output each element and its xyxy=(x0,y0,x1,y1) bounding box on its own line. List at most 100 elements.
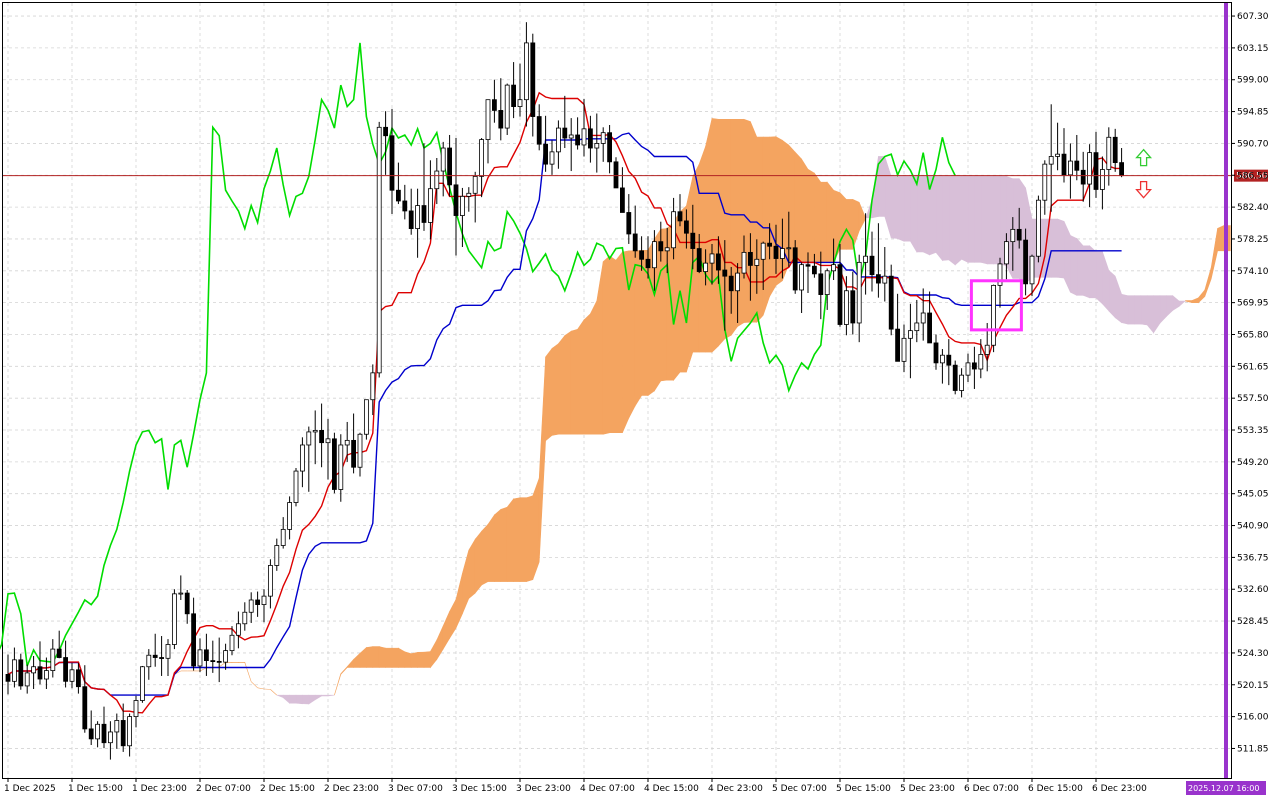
candle-body xyxy=(473,176,477,193)
kumo-segment-bearish xyxy=(994,176,1000,263)
candle-body xyxy=(339,445,343,490)
time-tick-label: 2 Dec 07:00 xyxy=(196,784,251,794)
kumo-segment-bullish xyxy=(725,119,731,338)
price-tick-label: 590.70 xyxy=(1237,139,1269,149)
candle-body xyxy=(1036,200,1040,256)
candle-body xyxy=(729,276,733,291)
kumo-segment-bullish xyxy=(520,498,526,582)
candle-body xyxy=(678,212,682,221)
candle-body xyxy=(864,256,868,262)
candle-body xyxy=(512,85,516,106)
time-tick-label: 3 Dec 23:00 xyxy=(516,784,571,794)
kumo-segment-bullish xyxy=(526,496,532,582)
kumo-segment-bullish xyxy=(808,169,814,262)
kumo-segment-bullish xyxy=(558,336,564,435)
kumo-segment-bearish xyxy=(898,176,904,241)
kumo-segment-bullish xyxy=(398,648,404,667)
kumo-segment-bullish xyxy=(821,182,827,262)
kumo-segment-bearish xyxy=(1128,296,1134,324)
price-tick-label: 528.45 xyxy=(1237,617,1269,627)
time-tick-label: 6 Dec 07:00 xyxy=(964,784,1019,794)
candle-body xyxy=(1120,163,1124,176)
kumo-segment-bullish xyxy=(533,478,539,579)
candle-body xyxy=(428,189,432,223)
candle-body xyxy=(185,593,189,614)
candle-body xyxy=(32,667,36,673)
kumo-segment-bullish xyxy=(578,320,584,434)
candle-body xyxy=(307,432,311,445)
candle-body xyxy=(518,100,522,107)
kumo-segment-bullish xyxy=(501,507,507,581)
candle-body xyxy=(928,313,932,343)
kumo-segment-bearish xyxy=(290,695,296,703)
candle-body xyxy=(524,43,528,100)
candle-body xyxy=(1075,161,1079,170)
candle-body xyxy=(723,270,727,276)
candle-body xyxy=(1056,154,1060,156)
candle-body xyxy=(665,248,669,251)
candle-body xyxy=(691,233,695,248)
candle-body xyxy=(332,439,336,490)
candle-body xyxy=(563,128,567,138)
candle-body xyxy=(454,185,458,216)
candle-body xyxy=(755,259,759,265)
candle-body xyxy=(569,135,573,138)
candle-body xyxy=(108,732,112,743)
candle-body xyxy=(876,275,880,283)
candle-body xyxy=(601,133,605,144)
candle-body xyxy=(908,331,912,339)
kumo-segment-bullish xyxy=(411,652,417,667)
kumo-segment-bullish xyxy=(379,647,385,668)
candle-body xyxy=(1107,137,1111,169)
candle-body xyxy=(697,249,701,272)
kumo-segment-bullish xyxy=(584,314,590,434)
candle-body xyxy=(153,655,157,657)
kumo-segment-bearish xyxy=(949,176,955,264)
price-tick-label: 574.10 xyxy=(1237,267,1269,277)
time-tick-label: 1 Dec 15:00 xyxy=(68,784,123,794)
time-tick-label: 5 Dec 23:00 xyxy=(900,784,955,794)
candle-body xyxy=(582,129,586,145)
candle-body xyxy=(985,345,989,354)
price-tick-label: 557.50 xyxy=(1237,394,1269,404)
candle-body xyxy=(384,127,388,135)
kumo-segment-bearish xyxy=(1083,246,1089,298)
candle-body xyxy=(281,529,285,545)
kumo-segment-bullish xyxy=(424,652,430,668)
candle-body xyxy=(345,440,349,445)
kumo-segment-bearish xyxy=(1077,239,1083,296)
kumo-segment-bullish xyxy=(373,647,379,668)
candle-body xyxy=(934,343,938,363)
candle-body xyxy=(121,720,125,745)
kumo-segment-bullish xyxy=(776,137,782,286)
kumo-segment-bullish xyxy=(386,648,392,667)
kumo-segment-bullish xyxy=(622,251,628,433)
candle-body xyxy=(870,256,874,274)
candle-body xyxy=(979,354,983,369)
kumo-segment-bullish xyxy=(731,119,737,335)
candle-body xyxy=(249,600,253,612)
kumo-segment-bearish xyxy=(1058,219,1064,278)
candle-body xyxy=(435,171,439,189)
candle-body xyxy=(1004,242,1008,264)
candle-body xyxy=(243,612,247,624)
candle-body xyxy=(358,434,362,467)
candle-body xyxy=(198,650,202,666)
kumo-segment-bearish xyxy=(936,176,942,260)
candle-body xyxy=(115,720,119,732)
kumo-segment-bullish xyxy=(507,499,513,582)
kumo-segment-bearish xyxy=(302,695,308,704)
kumo-segment-bullish xyxy=(488,515,494,582)
kumo-segment-bearish xyxy=(891,176,897,238)
time-tick-label: 4 Dec 07:00 xyxy=(580,784,635,794)
candle-body xyxy=(1113,137,1117,162)
price-tick-label: 520.15 xyxy=(1237,681,1269,691)
kumo-segment-bullish xyxy=(603,256,609,434)
price-tick-label: 586.55 xyxy=(1237,171,1269,181)
candle-body xyxy=(422,206,426,223)
kumo-segment-bearish xyxy=(1013,179,1019,279)
kumo-segment-bearish xyxy=(987,176,993,263)
candle-body xyxy=(1081,170,1085,184)
